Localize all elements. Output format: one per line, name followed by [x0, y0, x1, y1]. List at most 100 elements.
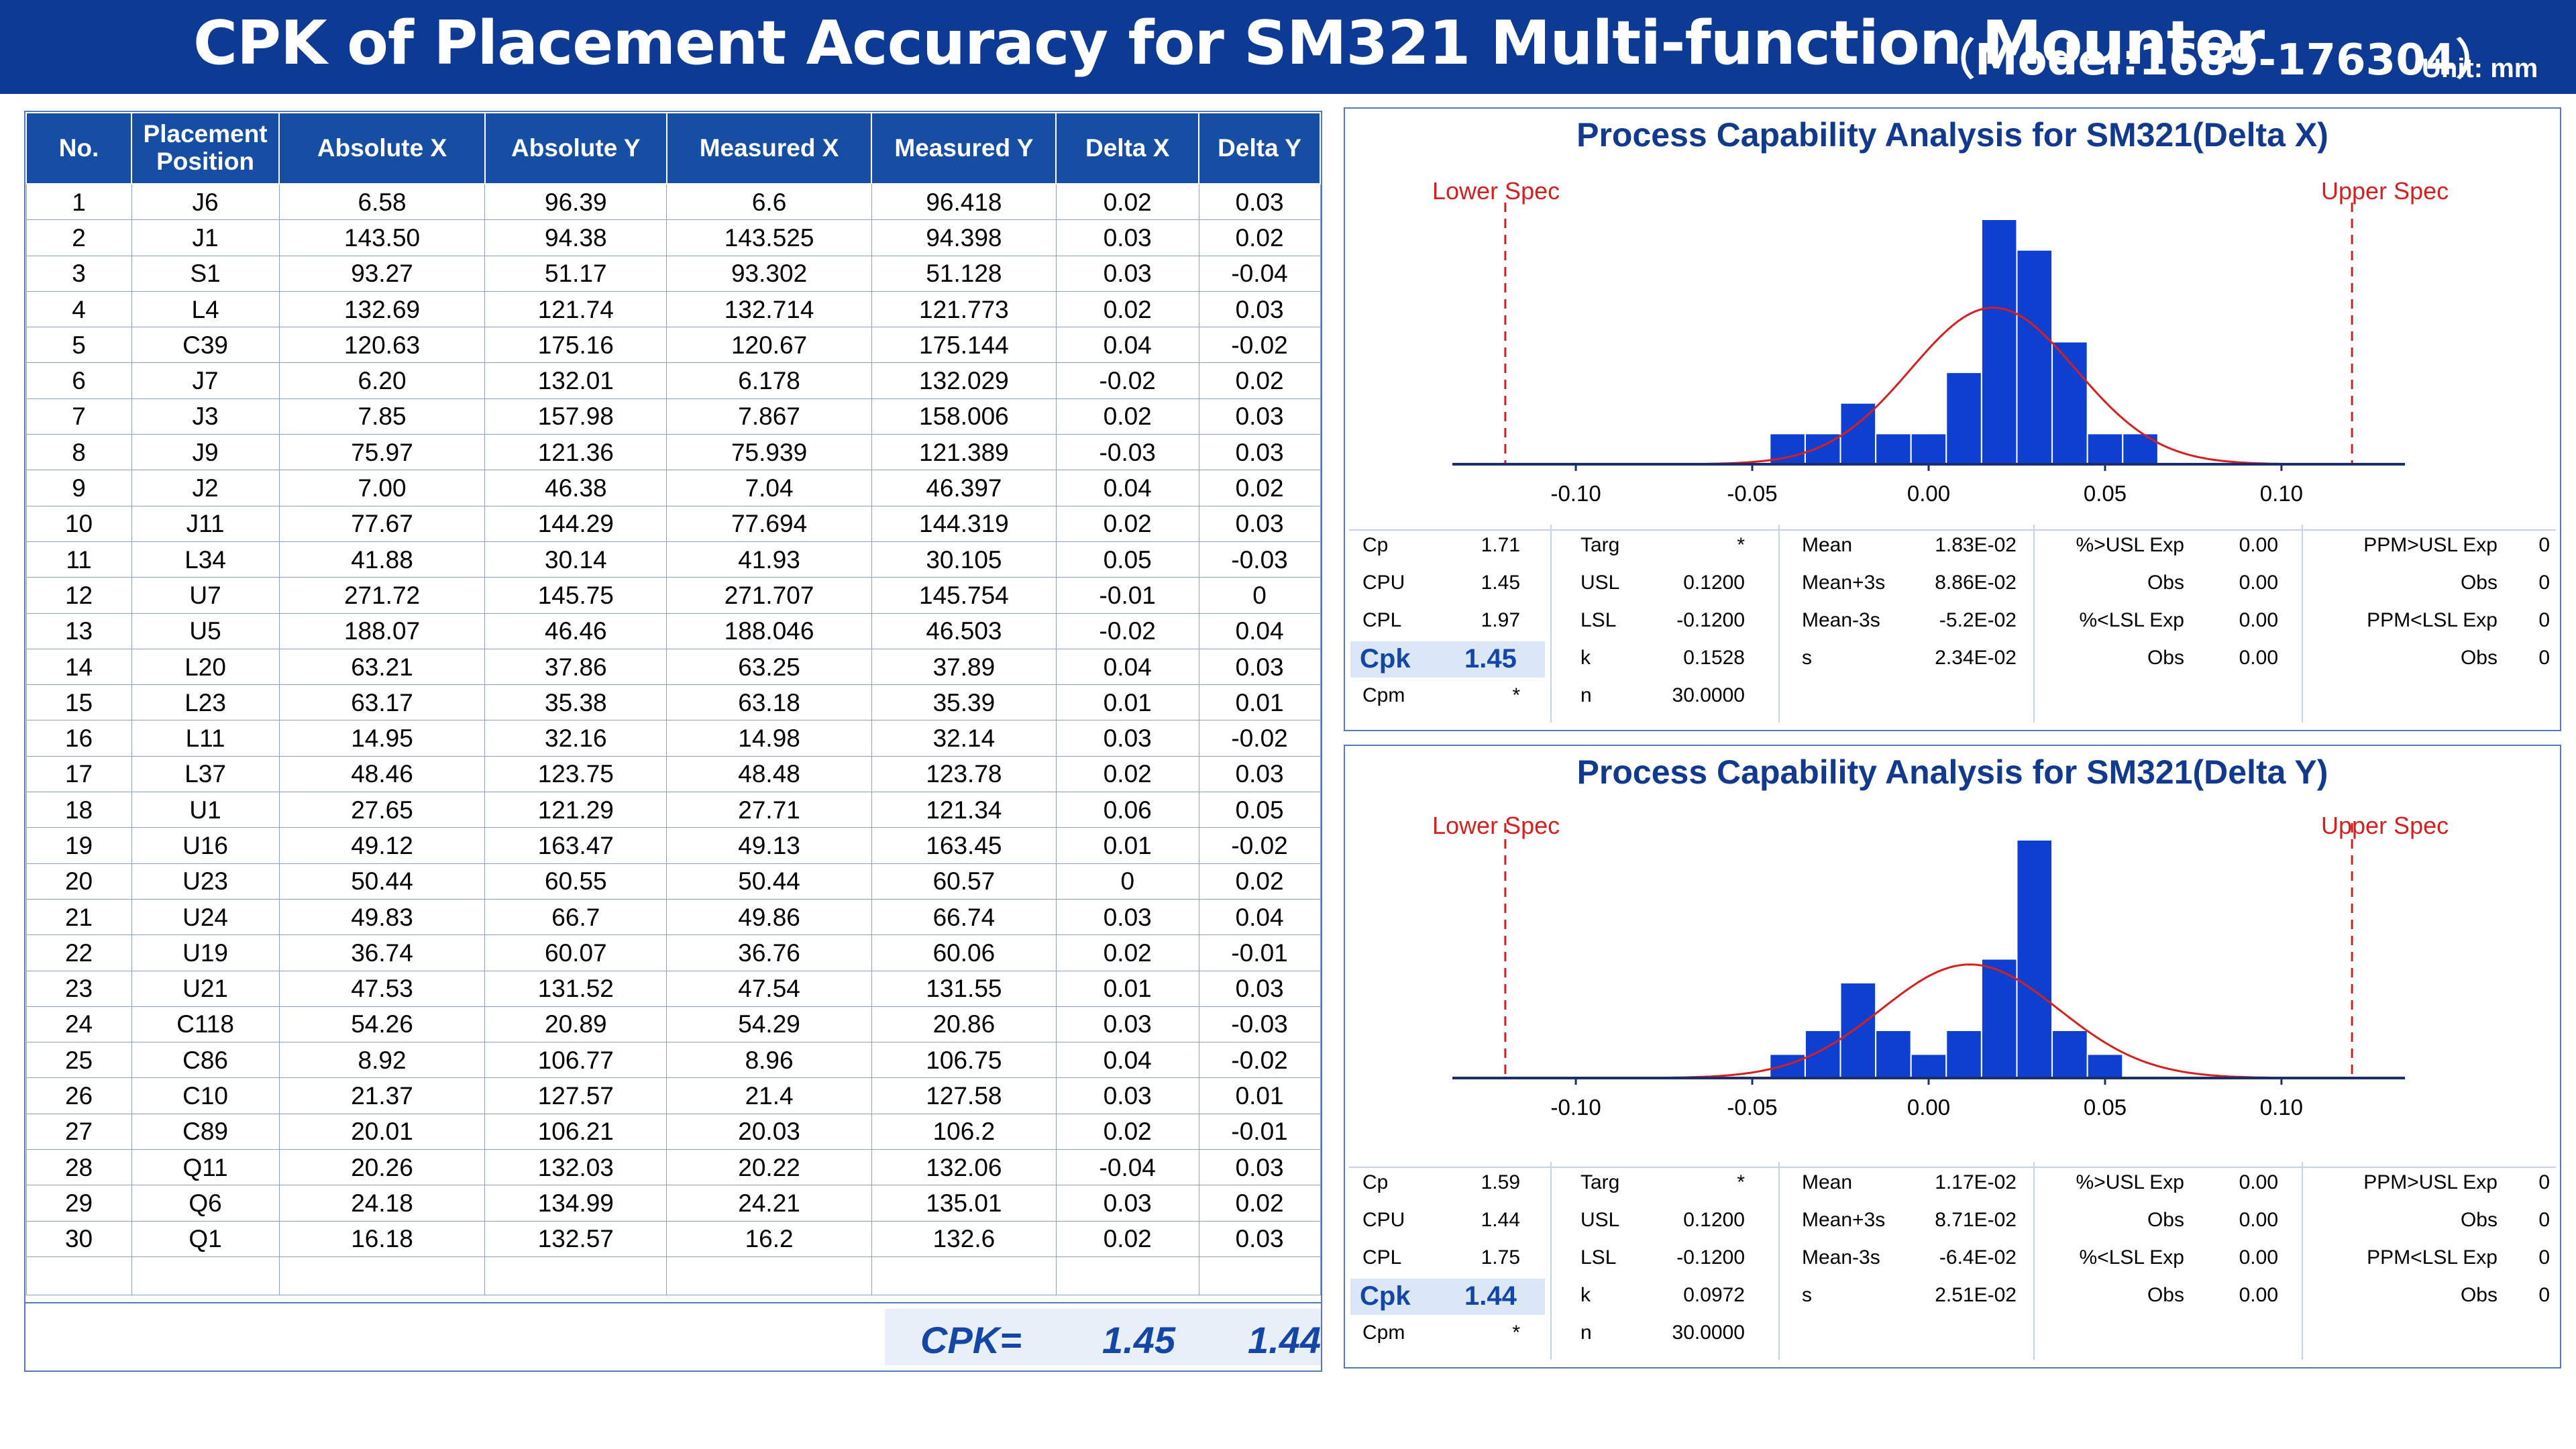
- table-cell: 132.06: [871, 1149, 1057, 1186]
- histogram-bar: [1910, 1053, 1947, 1079]
- histogram-delta-y: -0.10 -0.05 0.00 0.05 0.10: [1349, 823, 2556, 1168]
- stat-label: Obs: [2147, 647, 2184, 669]
- table-cell: -0.01: [1055, 577, 1199, 614]
- table-cell: J6: [131, 183, 280, 221]
- stat-value: *: [1512, 684, 1520, 706]
- table-cell: -0.01: [1198, 934, 1321, 971]
- table-cell: 32.14: [871, 720, 1057, 757]
- stat-label: Obs: [2460, 1284, 2498, 1306]
- cpk-value: 1.44: [1464, 1281, 1517, 1311]
- table-row: 14 L20 63.21 37.86 63.25 37.89 0.04 0.03: [25, 648, 1321, 686]
- table-cell: U7: [131, 577, 280, 614]
- table-row: 28 Q11 20.26 132.03 20.22 132.06 -0.04 0.03: [25, 1149, 1321, 1186]
- table-row: 18 U1 27.65 121.29 27.71 121.34 0.06 0.05: [25, 792, 1321, 828]
- stat-label: Cpm: [1362, 684, 1405, 706]
- stats-column-separator: [1778, 1162, 1780, 1360]
- table-cell: L23: [131, 684, 280, 721]
- table-cell: 0.02: [1198, 362, 1321, 399]
- table-cell: 48.48: [666, 755, 872, 793]
- upper-spec-label-x: Upper Spec: [2321, 177, 2449, 205]
- table-cell: 29: [25, 1185, 132, 1222]
- table-cell: 106.77: [484, 1042, 667, 1079]
- table-cell: Q11: [131, 1149, 280, 1186]
- table-cell: 93.27: [278, 255, 486, 292]
- table-cell: 123.78: [871, 755, 1057, 793]
- table-cell: 0.05: [1055, 541, 1199, 578]
- table-row: 24 C118 54.26 20.89 54.29 20.86 0.03 -0.03: [25, 1006, 1321, 1043]
- table-cell: 60.57: [871, 863, 1057, 900]
- table-cell: 27.65: [278, 792, 486, 828]
- cpk-label: Cpk: [1360, 1281, 1411, 1311]
- histogram-bar: [2016, 249, 2053, 465]
- table-cell: 158.006: [871, 398, 1057, 435]
- table-cell: U19: [131, 934, 280, 971]
- cpk-summary-y: 1.44: [1248, 1319, 1321, 1361]
- column-header: Delta Y: [1198, 112, 1321, 184]
- table-cell: 0.03: [1198, 1149, 1321, 1186]
- table-cell: 35.38: [484, 684, 667, 721]
- stat-value: -6.4E-02: [1939, 1246, 2017, 1269]
- table-cell: L11: [131, 720, 280, 757]
- table-cell: 120.63: [278, 327, 486, 364]
- stat-value: 0.00: [2239, 1284, 2278, 1306]
- stat-value: 0.1200: [1683, 1209, 1745, 1231]
- table-cell: 0.01: [1055, 684, 1199, 721]
- stat-label: Cp: [1362, 1171, 1389, 1193]
- cpk-summary-highlight: [885, 1309, 1321, 1365]
- histogram-bar: [1945, 1030, 1982, 1079]
- stat-label: PPM>USL Exp: [2363, 1171, 2498, 1193]
- table-cell: 22: [25, 934, 132, 971]
- stat-value: 0.00: [2239, 1171, 2278, 1193]
- table-cell: 0: [1198, 577, 1321, 614]
- table-cell: U23: [131, 863, 280, 900]
- table-cell: 106.2: [871, 1113, 1057, 1150]
- table-cell: 13: [25, 612, 132, 649]
- stat-value: 0.00: [2239, 534, 2278, 556]
- table-cell: 93.302: [666, 255, 872, 292]
- table-cell: 121.29: [484, 792, 667, 828]
- stat-label: Obs: [2460, 572, 2498, 594]
- table-cell: 49.13: [666, 827, 872, 864]
- stat-value: 0: [2538, 534, 2550, 556]
- table-cell: 35.39: [871, 684, 1057, 721]
- table-cell: 120.67: [666, 327, 872, 364]
- table-cell: 135.01: [871, 1185, 1057, 1222]
- table-cell: 24.18: [278, 1185, 486, 1222]
- stat-label: CPL: [1362, 1246, 1402, 1269]
- table-cell: 0.03: [1055, 720, 1199, 757]
- table-cell: 0.02: [1198, 1185, 1321, 1222]
- table-cell: 20.86: [871, 1006, 1057, 1043]
- table-cell: 132.029: [871, 362, 1057, 399]
- x-tick-label: 0.05: [2084, 481, 2127, 506]
- histogram-bar: [1839, 982, 1877, 1079]
- stat-label: Obs: [2460, 1209, 2498, 1231]
- table-cell: Q1: [131, 1220, 280, 1257]
- table-cell: 0.03: [1198, 290, 1321, 328]
- table-cell: 188.046: [666, 612, 872, 649]
- stat-value: 30.0000: [1672, 684, 1745, 706]
- table-cell: 0.02: [1055, 505, 1199, 542]
- column-header: Placement Position: [131, 112, 280, 184]
- table-cell: -0.02: [1055, 612, 1199, 649]
- stat-label: Mean-3s: [1802, 609, 1880, 631]
- table-cell: U16: [131, 827, 280, 864]
- table-cell: L4: [131, 290, 280, 328]
- stat-value: 0: [2538, 609, 2550, 631]
- table-cell: 0.03: [1198, 183, 1321, 221]
- x-tick-label: 0.00: [1907, 1095, 1950, 1120]
- table-cell: 26: [25, 1077, 132, 1114]
- stats-column-separator: [2033, 525, 2035, 722]
- table-cell: 3: [25, 255, 132, 292]
- table-cell: 132.03: [484, 1149, 667, 1186]
- table-cell: C86: [131, 1042, 280, 1079]
- table-row: 29 Q6 24.18 134.99 24.21 135.01 0.03 0.02: [25, 1185, 1321, 1222]
- stat-value: 0: [2538, 572, 2550, 594]
- table-cell: L34: [131, 541, 280, 578]
- x-tick-label: 0.05: [2084, 1095, 2127, 1120]
- histogram-bar: [2016, 839, 2053, 1079]
- chart-title-delta-y: Process Capability Analysis for SM321(De…: [1576, 753, 2328, 791]
- table-cell: J11: [131, 505, 280, 542]
- table-cell: 106.21: [484, 1113, 667, 1150]
- table-cell: 47.53: [278, 970, 486, 1007]
- table-cell: [484, 1256, 667, 1295]
